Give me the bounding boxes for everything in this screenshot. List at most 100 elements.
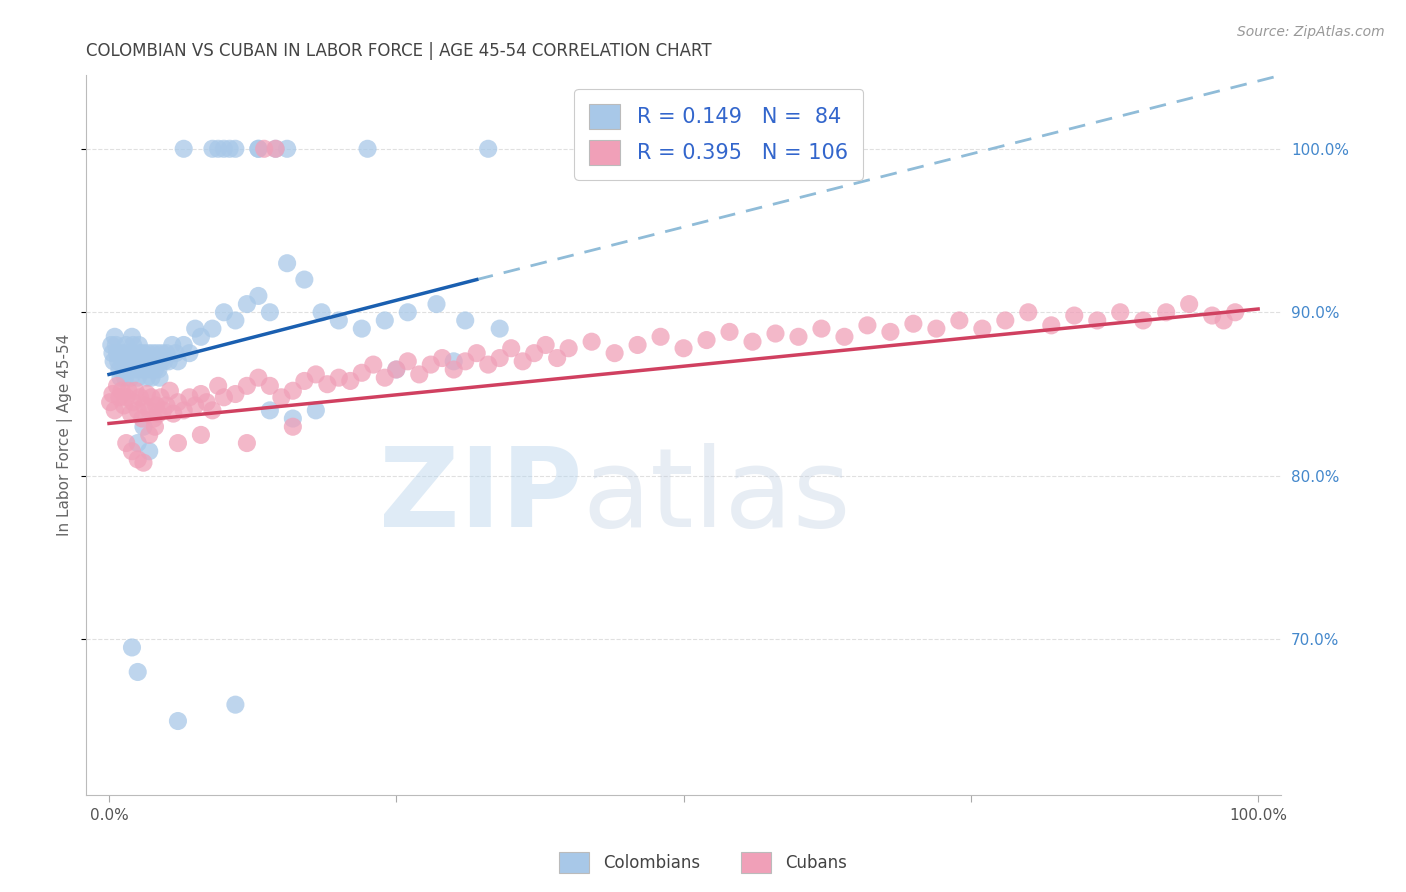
Point [259, 305, 281, 319]
Point [138, 444, 160, 458]
Point [1040, 318, 1063, 333]
Point [718, 325, 741, 339]
Point [856, 318, 879, 333]
Point [115, 390, 138, 404]
Point [488, 351, 510, 365]
Point [512, 354, 534, 368]
Point [396, 305, 419, 319]
Point [741, 334, 763, 349]
Point [143, 419, 166, 434]
Point [128, 338, 150, 352]
Point [787, 330, 810, 344]
Point [111, 384, 134, 398]
Point [127, 452, 149, 467]
Point [104, 330, 127, 344]
Point [972, 321, 994, 335]
Point [105, 346, 128, 360]
Point [179, 346, 201, 360]
Point [173, 403, 195, 417]
Point [247, 142, 270, 156]
Point [408, 368, 430, 382]
Point [328, 313, 350, 327]
Point [127, 370, 149, 384]
Point [603, 346, 626, 360]
Point [253, 142, 276, 156]
Point [374, 313, 396, 327]
Point [581, 334, 603, 349]
Point [152, 403, 174, 417]
Point [184, 321, 207, 335]
Point [207, 379, 229, 393]
Point [247, 370, 270, 384]
Point [236, 379, 259, 393]
Point [134, 354, 156, 368]
Point [129, 346, 152, 360]
Point [264, 142, 287, 156]
Point [159, 384, 181, 398]
Point [127, 665, 149, 679]
Point [135, 370, 157, 384]
Point [1132, 313, 1154, 327]
Point [224, 313, 246, 327]
Point [546, 351, 568, 365]
Point [117, 354, 139, 368]
Point [224, 142, 246, 156]
Point [207, 142, 229, 156]
Point [224, 698, 246, 712]
Point [236, 297, 259, 311]
Point [1201, 309, 1223, 323]
Point [167, 395, 190, 409]
Y-axis label: In Labor Force | Age 45-54: In Labor Force | Age 45-54 [58, 334, 73, 536]
Point [419, 358, 441, 372]
Point [120, 370, 142, 384]
Point [925, 321, 948, 335]
Point [148, 407, 170, 421]
Point [311, 305, 333, 319]
Point [385, 362, 408, 376]
Point [165, 346, 187, 360]
Point [259, 379, 281, 393]
Point [120, 407, 142, 421]
Point [167, 354, 190, 368]
Point [103, 354, 125, 368]
Point [121, 444, 143, 458]
Point [142, 346, 165, 360]
Point [247, 289, 270, 303]
Point [190, 428, 212, 442]
Point [108, 362, 131, 376]
Point [115, 338, 138, 352]
Point [356, 142, 378, 156]
Point [201, 403, 224, 417]
Point [143, 362, 166, 376]
Text: Source: ZipAtlas.com: Source: ZipAtlas.com [1237, 25, 1385, 39]
Point [454, 313, 477, 327]
Point [218, 142, 240, 156]
Point [148, 362, 170, 376]
Point [125, 362, 148, 376]
Point [135, 362, 157, 376]
Point [195, 395, 218, 409]
Point [396, 354, 419, 368]
Point [142, 354, 165, 368]
Point [316, 377, 339, 392]
Point [305, 403, 328, 417]
Point [179, 390, 201, 404]
Point [108, 390, 131, 404]
Point [127, 436, 149, 450]
Point [132, 346, 155, 360]
Point [994, 313, 1017, 327]
Point [696, 333, 718, 347]
Point [350, 321, 373, 335]
Point [139, 362, 162, 376]
Point [131, 411, 153, 425]
Point [162, 407, 184, 421]
Point [626, 338, 648, 352]
Point [100, 338, 122, 352]
Point [122, 395, 145, 409]
Point [148, 370, 170, 384]
Point [385, 362, 408, 376]
Point [488, 321, 510, 335]
Point [879, 325, 901, 339]
Point [117, 346, 139, 360]
Point [135, 387, 157, 401]
